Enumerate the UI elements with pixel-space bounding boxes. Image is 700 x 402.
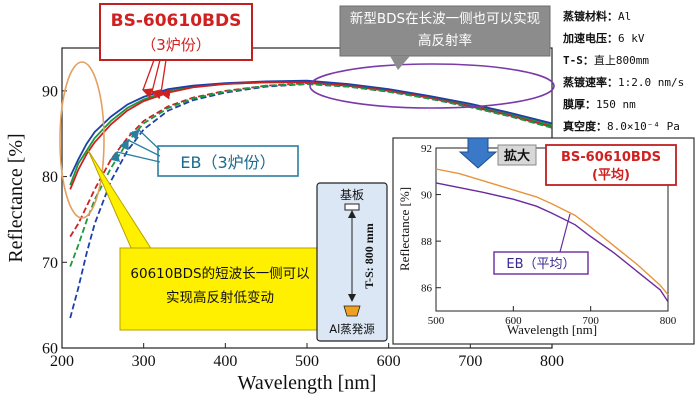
condition-value-4: 150 nm (596, 98, 636, 111)
condition-value-1: 6 kV (618, 32, 645, 45)
main-y-tick-label-2: 80 (42, 169, 58, 186)
condition-value-5: 8.0×10⁻⁴ Pa (607, 120, 680, 133)
inset-x-tick-label-2: 700 (582, 315, 599, 327)
inset-y-tick-label-2: 90 (421, 189, 433, 201)
condition-row-3: 蒸镀速率：1:2.0 nm/s (563, 75, 684, 89)
main-x-tick-label-1: 300 (132, 353, 156, 370)
short-wave-highlight-ellipse (59, 61, 105, 219)
main-x-tick-label-0: 200 (50, 353, 74, 370)
setup-arrow-up-icon (348, 210, 356, 218)
condition-row-0: 蒸镀材料：Al (563, 9, 631, 23)
inset-bs-label-box (545, 144, 677, 186)
inset-y-axis-label: Reflectance [%] (397, 187, 412, 271)
inset-x-axis-label: Wavelength [nm] (507, 322, 597, 337)
eb-label-text: EB（3炉份） (180, 153, 275, 172)
condition-row-2: T-S：直上800mm (563, 53, 649, 67)
main-y-tick-label-1: 70 (42, 255, 58, 272)
bs-label-box (99, 3, 253, 61)
main-y-axis-label: Reflectance [%] (5, 133, 27, 262)
inset-tag-text: 拡大 (504, 148, 530, 164)
inset-y-tick-label-3: 92 (421, 143, 432, 155)
main-y-tick-label-0: 60 (42, 341, 58, 358)
main-series-1-line (69, 79, 553, 177)
short-wave-note-text: 60610BDS的短波长一侧可以实现高反射低变动 (130, 266, 310, 306)
bs-pointer-arrow-1 (141, 59, 155, 99)
zoom-arrow-icon (458, 137, 498, 169)
main-x-tick-label-6: 800 (540, 353, 564, 370)
condition-label-3: 蒸镀速率： (563, 75, 618, 89)
condition-row-1: 加速电压：6 kV (562, 31, 645, 45)
condition-value-0: Al (618, 10, 631, 23)
condition-value-3: 1:2.0 nm/s (618, 76, 684, 89)
main-x-axis-label: Wavelength [nm] (238, 372, 377, 394)
condition-label-5: 真空度： (563, 119, 607, 133)
inset-x-tick-label-3: 800 (660, 315, 677, 327)
main-x-tick-label-5: 700 (458, 353, 482, 370)
setup-source-label: Al蒸発源 (329, 322, 375, 336)
main-y-tick-label-3: 90 (42, 83, 58, 100)
bs-label-title: BS-60610BDS (111, 11, 242, 31)
long-wave-note-fo: 新型BDS在长波一侧也可以实现高反射率 (349, 11, 541, 49)
long-wave-highlight-ellipse (309, 63, 555, 109)
bs-pointer-arrow-3 (159, 59, 171, 100)
inset-tag-box (497, 144, 537, 166)
condition-label-4: 膜厚： (563, 97, 596, 111)
bs-label-sub: （3炉份） (141, 36, 211, 54)
bs-pointer-arrow-2 (150, 59, 163, 100)
setup-arrow-down-icon (348, 294, 356, 302)
eb-pointer-arrow-2 (119, 138, 161, 157)
long-wave-note-tail (390, 56, 410, 70)
inset-eb-label-text: EB（平均） (506, 257, 575, 272)
inset-y-tick-label-0: 86 (421, 283, 433, 295)
inset-eb-pointer (559, 213, 571, 253)
main-y-ticks: 60 70 80 90 (42, 83, 67, 358)
condition-row-5: 真空度：8.0×10⁻⁴ Pa (563, 119, 680, 133)
main-x-tick-label-3: 500 (295, 353, 319, 370)
condition-label-2: T-S： (563, 54, 594, 67)
inset-y-tick-label-1: 88 (421, 236, 433, 248)
eb-label-box (157, 145, 299, 177)
long-wave-note-text: 新型BDS在长波一侧也可以实现高反射率 (349, 11, 541, 49)
inset-y-ticks: 86 88 90 92 (421, 143, 441, 295)
eb-pointer-arrow-1 (128, 129, 161, 151)
main-series-group (69, 79, 553, 319)
inset-bs-label-line1: BS-60610BDS (561, 150, 661, 165)
condition-label-0: 蒸镀材料： (563, 9, 618, 23)
condition-label-1: 加速电压： (562, 31, 618, 45)
inset-eb-label-box (493, 251, 589, 275)
short-wave-note-tail (87, 149, 153, 251)
main-x-tick-label-2: 400 (213, 353, 237, 370)
setup-distance-label: T-S: 800 mm (362, 223, 376, 289)
inset-series-1-line (435, 182, 669, 303)
short-wave-note-box (119, 247, 321, 331)
short-wave-note-fo: 60610BDS的短波长一侧可以实现高反射低变动 (130, 266, 310, 306)
inset-x-tick-label-0: 500 (428, 315, 445, 327)
long-wave-note-box (339, 5, 551, 57)
inset-series-0-line (435, 168, 669, 296)
main-x-ticks: 200 300 400 500 600 700 800 (50, 343, 564, 370)
main-x-tick-label-4: 600 (377, 353, 401, 370)
condition-value-2: 直上800mm (594, 53, 649, 67)
inset-x-tick-label-1: 600 (505, 315, 522, 327)
condition-row-4: 膜厚：150 nm (563, 97, 636, 111)
inset-series-group (435, 168, 669, 303)
inset-bs-label-line2: (平均) (592, 167, 630, 183)
main-series-5-line (69, 83, 553, 267)
setup-substrate-label: 基板 (340, 188, 364, 202)
setup-substrate-icon (344, 203, 360, 211)
setup-source-crucible-icon (343, 305, 361, 317)
eb-pointer-arrow-3 (109, 150, 161, 163)
inset-x-ticks: 500 600 700 800 (428, 306, 677, 327)
